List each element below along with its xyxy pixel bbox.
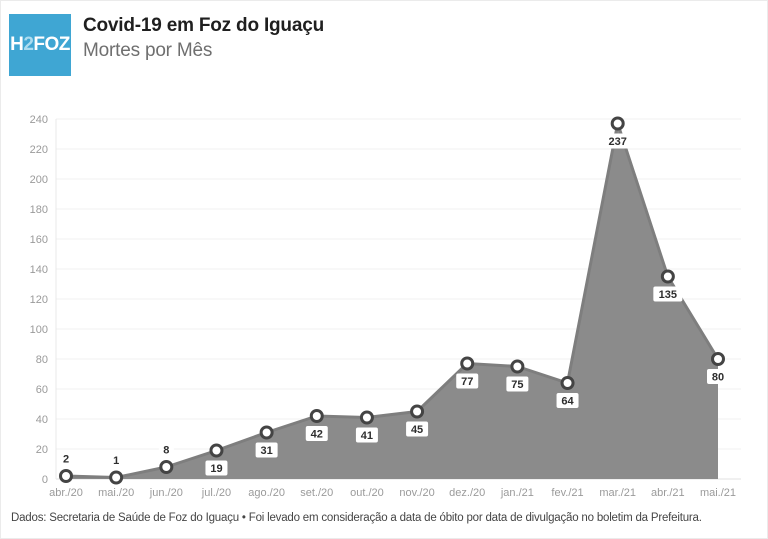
data-point-label: 1 [113,455,119,467]
x-tick-label: jul./20 [201,487,231,499]
x-tick-label: abr./21 [651,487,685,499]
logo-text-foz: FOZ [33,34,70,55]
x-tick-label: abr./20 [49,487,83,499]
x-tick-label: fev./21 [551,487,583,499]
data-point-label-bg [406,421,429,437]
data-point-marker[interactable] [460,356,475,371]
data-point-marker[interactable] [209,443,224,458]
data-point-label: 19 [210,463,222,475]
data-point-marker[interactable] [660,269,675,284]
data-point-label: 64 [561,396,574,408]
data-point-label-bg [108,452,124,468]
data-point-label: 31 [260,445,272,457]
series-line [64,122,720,479]
title-block: Covid-19 em Foz do Iguaçu Mortes por Mês [83,13,324,63]
data-point-label: 135 [659,289,677,301]
x-tick-label: mar./21 [599,487,636,499]
data-point-marker[interactable] [560,376,575,390]
x-tick-label: mai./21 [700,487,736,499]
data-point-marker[interactable] [159,460,174,474]
y-tick-label: 160 [30,234,48,246]
y-tick-label: 120 [30,294,48,306]
x-tick-label: out./20 [350,487,384,499]
data-point-marker[interactable] [259,425,274,440]
y-tick-label: 80 [36,354,48,366]
data-point-label: 80 [712,372,724,384]
series-area [66,123,718,479]
data-point-marker[interactable] [309,409,324,423]
data-point-marker[interactable] [109,470,124,485]
data-point-label-bg [305,426,328,441]
y-tick-label: 180 [30,204,48,216]
x-tick-label: set./20 [300,487,333,499]
y-tick-label: 100 [30,324,48,336]
data-point-label-bg [255,442,278,458]
x-tick-label: mai./20 [98,487,134,499]
y-tick-label: 20 [36,444,48,456]
data-point-marker[interactable] [359,410,374,425]
data-point-label-bg [205,460,228,476]
data-point-label-bg [707,369,729,384]
data-point-marker[interactable] [410,404,425,419]
logo-text-2: 2 [23,34,34,55]
x-tick-label: dez./20 [449,487,485,499]
data-point-label-bg [506,376,529,392]
data-point-label-bg [58,451,74,466]
data-point-label: 2 [63,454,69,466]
data-point-label: 237 [609,136,627,148]
data-point-marker[interactable] [59,469,73,483]
data-point-marker[interactable] [510,359,525,374]
data-point-label-bg [158,442,174,457]
x-tick-label: nov./20 [399,487,434,499]
data-point-marker[interactable] [610,116,625,131]
data-point-label: 45 [411,424,423,436]
y-tick-label: 40 [36,414,48,426]
logo-text-h: H [10,34,24,55]
data-source-note: Dados: Secretaria de Saúde de Foz do Igu… [11,512,702,524]
data-point-label-bg [355,427,378,443]
h2foz-logo: H 2 FOZ [9,14,71,76]
data-point-marker[interactable] [711,352,725,366]
data-point-label: 42 [311,429,323,441]
x-tick-label: ago./20 [248,487,285,499]
x-tick-label: jun./20 [149,487,183,499]
data-point-label: 77 [461,376,473,388]
y-tick-label: 220 [30,144,48,156]
page-subtitle: Mortes por Mês [83,40,213,61]
x-tick-label: jan./21 [500,487,534,499]
y-tick-label: 0 [42,474,48,486]
data-point-label-bg [556,393,579,408]
data-point-label: 75 [511,379,523,391]
data-point-label-bg [456,373,479,389]
y-tick-label: 200 [30,174,48,186]
y-tick-label: 140 [30,264,48,276]
data-point-label: 41 [361,430,373,442]
data-point-label: 8 [163,445,169,457]
y-tick-label: 240 [30,114,48,126]
page-title: Covid-19 em Foz do Iguaçu [83,15,324,36]
data-point-label-bg [653,286,683,302]
y-tick-label: 60 [36,384,48,396]
data-point-label-bg [603,133,633,149]
